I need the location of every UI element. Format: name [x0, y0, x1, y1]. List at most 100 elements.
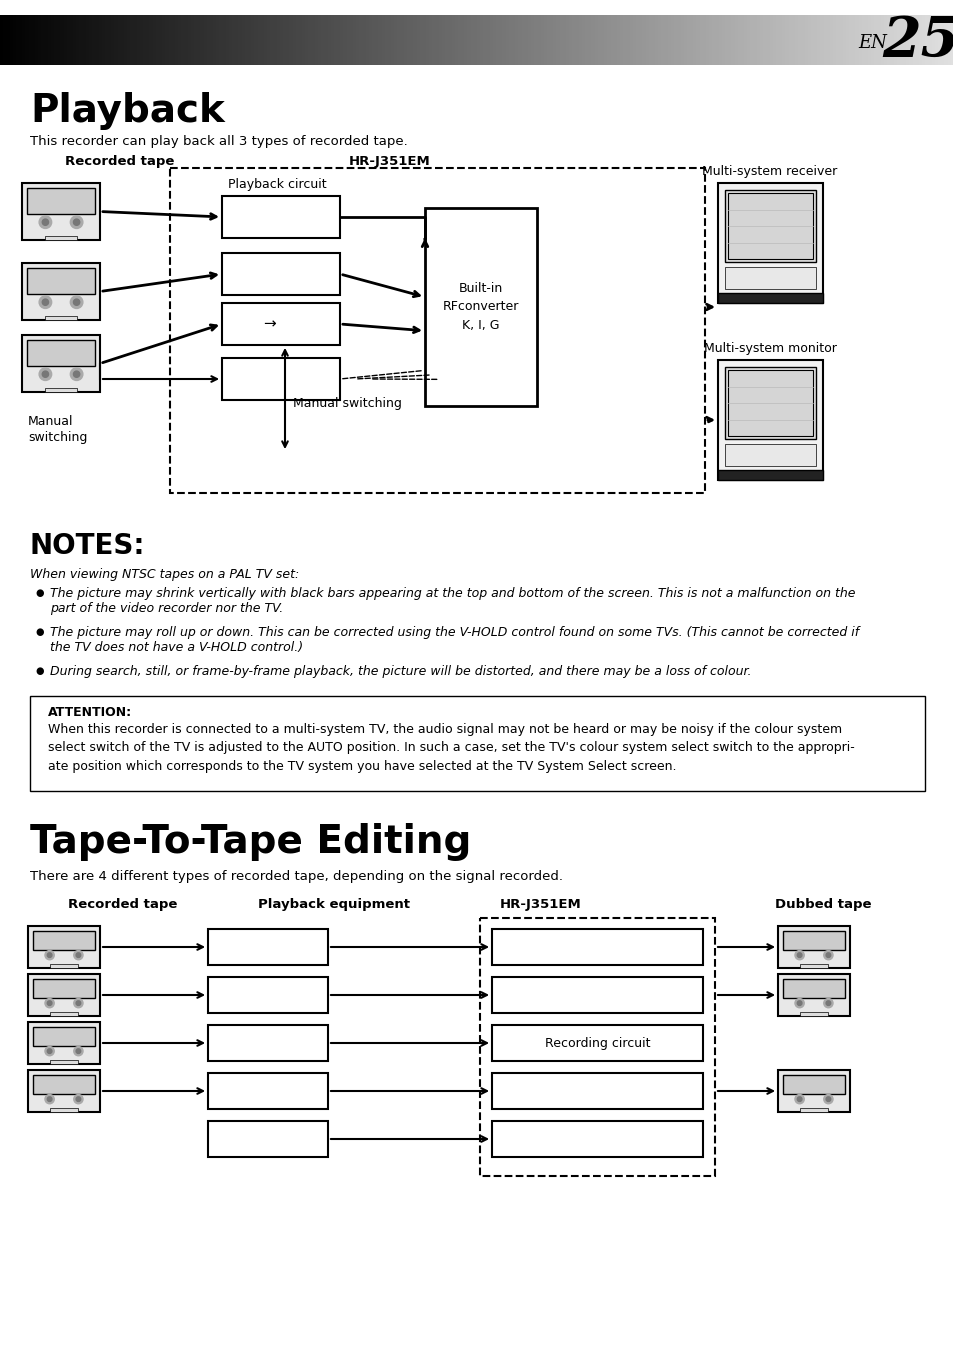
Bar	[807, 15, 811, 65]
Bar	[394, 15, 397, 65]
Bar	[874, 15, 878, 65]
Bar	[943, 15, 947, 65]
Bar	[679, 15, 683, 65]
Bar	[915, 15, 919, 65]
Bar	[870, 15, 874, 65]
Bar	[155, 15, 159, 65]
Bar	[146, 15, 150, 65]
Circle shape	[48, 952, 51, 958]
Bar	[743, 15, 747, 65]
Bar	[934, 15, 938, 65]
Bar	[381, 15, 385, 65]
Bar	[22, 183, 100, 240]
Bar	[753, 15, 757, 65]
Bar	[950, 15, 953, 65]
Bar	[28, 1023, 100, 1064]
Bar	[562, 15, 566, 65]
Bar	[29, 15, 32, 65]
Bar	[46, 316, 76, 320]
Circle shape	[797, 1001, 801, 1005]
Bar	[378, 15, 382, 65]
Bar	[655, 15, 659, 65]
Bar	[397, 15, 401, 65]
Bar	[858, 15, 862, 65]
Bar	[429, 15, 433, 65]
Bar	[832, 15, 836, 65]
Bar	[48, 15, 51, 65]
Bar	[600, 15, 604, 65]
Bar	[619, 15, 623, 65]
Circle shape	[76, 1001, 81, 1005]
Bar	[451, 15, 455, 65]
Bar	[550, 15, 554, 65]
Bar	[441, 15, 445, 65]
Bar	[889, 15, 893, 65]
Text: EN: EN	[857, 34, 886, 51]
Bar	[658, 15, 661, 65]
Bar	[762, 15, 766, 65]
Text: →: →	[262, 317, 275, 332]
Text: Multi-system monitor: Multi-system monitor	[702, 343, 836, 355]
Bar	[569, 15, 573, 65]
Bar	[718, 360, 822, 480]
Bar	[22, 335, 100, 393]
Bar	[33, 979, 95, 998]
Circle shape	[71, 295, 83, 309]
Bar	[737, 15, 740, 65]
Bar	[235, 15, 239, 65]
Text: Tape-To-Tape Editing: Tape-To-Tape Editing	[30, 823, 471, 861]
Bar	[298, 15, 302, 65]
Bar	[131, 15, 134, 65]
Bar	[424, 208, 537, 406]
Text: Playback circuit: Playback circuit	[228, 178, 326, 192]
Text: NOTES:: NOTES:	[30, 532, 146, 560]
Bar	[28, 1070, 100, 1112]
Bar	[438, 15, 442, 65]
Text: ●: ●	[35, 588, 44, 598]
Bar	[419, 15, 423, 65]
Bar	[855, 15, 859, 65]
Bar	[410, 15, 414, 65]
Bar	[460, 15, 464, 65]
Bar	[718, 293, 822, 304]
Circle shape	[39, 368, 51, 380]
Bar	[121, 15, 125, 65]
Bar	[27, 188, 95, 213]
Bar	[50, 965, 78, 969]
Bar	[899, 15, 902, 65]
Bar	[575, 15, 578, 65]
Bar	[191, 15, 194, 65]
Bar	[622, 15, 626, 65]
Bar	[864, 15, 868, 65]
Bar	[505, 15, 509, 65]
Bar	[238, 15, 242, 65]
Text: ●: ●	[35, 666, 44, 676]
Bar	[641, 15, 645, 65]
Bar	[724, 367, 815, 438]
Bar	[388, 15, 392, 65]
Bar	[877, 15, 881, 65]
Bar	[208, 977, 328, 1013]
Circle shape	[45, 1094, 54, 1103]
Bar	[708, 15, 712, 65]
Bar	[70, 15, 73, 65]
Circle shape	[794, 1094, 803, 1103]
Bar	[918, 15, 922, 65]
Bar	[16, 15, 20, 65]
Circle shape	[73, 1094, 83, 1103]
Text: Dubbed tape: Dubbed tape	[774, 898, 871, 911]
Bar	[893, 15, 897, 65]
Bar	[283, 15, 287, 65]
Bar	[350, 15, 354, 65]
Bar	[0, 15, 4, 65]
Text: Manual
switching: Manual switching	[28, 415, 88, 444]
Bar	[33, 1027, 95, 1045]
Text: The picture may shrink vertically with black bars appearing at the top and botto: The picture may shrink vertically with b…	[50, 587, 855, 615]
Bar	[79, 15, 83, 65]
Circle shape	[39, 216, 51, 228]
Circle shape	[797, 952, 801, 958]
Circle shape	[39, 295, 51, 309]
Bar	[105, 15, 109, 65]
Bar	[531, 15, 535, 65]
Bar	[426, 15, 430, 65]
